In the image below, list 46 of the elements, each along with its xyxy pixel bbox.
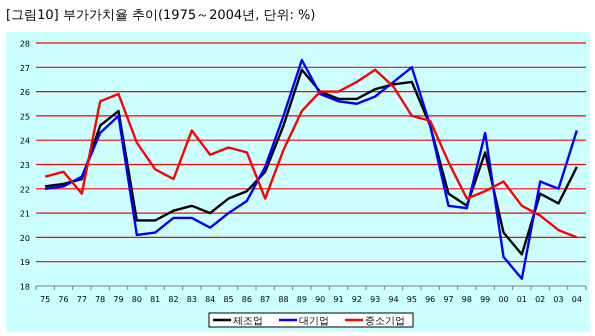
x-tick-label: 83	[186, 295, 197, 304]
x-tick-label: 91	[333, 295, 344, 304]
x-tick-label: 96	[425, 295, 436, 304]
x-tick-label: 81	[150, 295, 160, 304]
y-tick-label: 23	[20, 161, 30, 170]
x-tick-label: 97	[443, 295, 454, 304]
x-tick-label: 01	[516, 295, 527, 304]
x-tick-label: 03	[553, 295, 564, 304]
x-tick-label: 02	[535, 295, 546, 304]
y-tick-label: 24	[20, 136, 30, 146]
x-tick-label: 89	[296, 295, 307, 304]
legend-label: 중소기업	[365, 316, 405, 327]
x-tick-label: 94	[388, 295, 399, 304]
y-tick-label: 18	[20, 282, 30, 292]
y-tick-label: 21	[20, 210, 30, 219]
x-tick-label: 76	[58, 295, 69, 304]
x-tick-label: 77	[76, 295, 87, 304]
x-tick-label: 04	[572, 295, 582, 304]
x-tick-label: 90	[315, 295, 326, 304]
x-tick-label: 00	[498, 295, 509, 304]
chart-title: [그림10] 부가가치율 추이(1975～2004년, 단위: %)	[6, 8, 316, 23]
x-tick-label: 92	[352, 295, 362, 304]
x-tick-label: 85	[223, 295, 234, 304]
x-tick-label: 78	[95, 295, 106, 304]
x-tick-label: 99	[480, 295, 490, 304]
y-tick-label: 26	[20, 88, 30, 98]
y-tick-label: 28	[20, 40, 30, 48]
legend-label: 제조업	[233, 316, 263, 327]
y-tick-label: 19	[20, 258, 30, 268]
y-tick-label: 20	[20, 234, 30, 243]
x-tick-label: 86	[242, 295, 252, 304]
x-tick-label: 98	[462, 295, 472, 304]
legend-label: 대기업	[299, 316, 329, 327]
x-tick-label: 84	[205, 295, 216, 304]
x-tick-label: 79	[113, 295, 124, 304]
line-series	[44, 58, 578, 280]
x-tick-label: 93	[370, 295, 380, 304]
x-tick-label: 88	[278, 295, 289, 304]
x-tick-label: 95	[406, 295, 417, 304]
y-tick-label: 22	[20, 185, 30, 194]
y-tick-label: 25	[20, 112, 30, 122]
x-tick-label: 75	[40, 295, 50, 304]
x-tick-label: 82	[168, 295, 179, 304]
x-tick-label: 87	[260, 295, 270, 304]
y-tick-label: 27	[20, 64, 30, 73]
x-tick-label: 80	[132, 295, 142, 304]
